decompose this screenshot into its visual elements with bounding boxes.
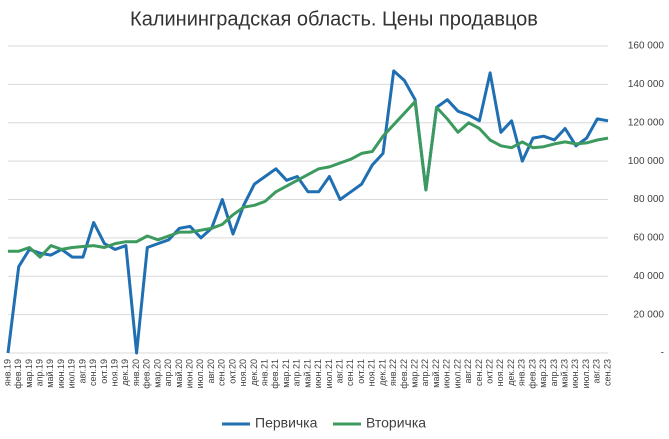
x-tick-label: янв.21 [260,359,270,386]
x-tick-label: авг.19 [77,359,87,383]
x-tick-label: мар.19 [24,359,34,388]
x-tick-label: авг.21 [335,359,345,383]
x-tick-label: мар.22 [410,359,420,388]
x-tick-label: май.23 [560,359,570,388]
x-tick-label: янв.19 [2,359,12,386]
x-tick-label: июл.21 [324,359,334,388]
series-line [8,100,609,259]
x-tick-label: июл.22 [452,359,462,388]
x-tick-label: апр.20 [163,359,173,386]
y-tick-label: 40 000 [633,271,664,282]
x-tick-label: сен.23 [602,359,612,386]
chart-title: Калининградская область. Цены продавцов [130,8,538,30]
x-tick-label: апр.23 [549,359,559,386]
x-tick-label: фев.22 [399,359,409,389]
x-tick-label: мар.23 [538,359,548,388]
x-tick-label: окт.19 [99,359,109,384]
x-tick-label: май.19 [45,359,55,388]
x-tick-label: ноя.21 [367,359,377,386]
x-tick-label: июл.19 [67,359,77,388]
x-tick-label: июн.20 [185,359,195,388]
x-tick-label: авг.20 [206,359,216,383]
x-tick-label: янв.22 [388,359,398,386]
legend-label: Вторичка [366,415,426,431]
x-tick-label: фев.20 [142,359,152,389]
legend-label: Первичка [255,415,318,431]
y-tick-label: - [661,348,664,359]
x-tick-label: мар.21 [281,359,291,388]
y-tick-label: 120 000 [628,117,665,128]
y-tick-label: 20 000 [633,309,664,320]
y-tick-label: 80 000 [633,194,664,205]
x-tick-label: авг.22 [463,359,473,383]
x-tick-label: янв.20 [131,359,141,386]
x-tick-label: ноя.20 [238,359,248,386]
x-tick-label: авг.23 [592,359,602,383]
x-tick-label: фев.21 [270,359,280,389]
x-tick-label: июн.21 [313,359,323,388]
x-tick-label: июн.23 [570,359,580,388]
x-tick-label: май.22 [431,359,441,388]
x-tick-label: июн.22 [442,359,452,388]
x-tick-label: фев.23 [527,359,537,389]
x-tick-label: сен.20 [217,359,227,386]
x-tick-label: ноя.22 [495,359,505,386]
x-tick-label: янв.23 [517,359,527,386]
x-tick-label: ноя.19 [110,359,120,386]
x-tick-label: дек.21 [377,359,387,386]
x-tick-label: апр.19 [35,359,45,386]
x-tick-label: июл.20 [195,359,205,388]
x-tick-label: апр.22 [420,359,430,386]
x-tick-label: фев.19 [13,359,23,389]
x-tick-label: дек.22 [506,359,516,386]
y-tick-label: 100 000 [628,156,665,167]
x-tick-label: апр.21 [292,359,302,386]
x-tick-label: сен.22 [474,359,484,386]
series-line [6,69,609,355]
x-tick-label: дек.19 [120,359,130,386]
x-tick-label: окт.20 [227,359,237,384]
y-tick-label: 60 000 [633,233,664,244]
x-tick-label: май.20 [174,359,184,388]
x-tick-label: май.21 [302,359,312,388]
x-tick-label: мар.20 [152,359,162,388]
x-tick-label: дек.20 [249,359,259,386]
x-tick-label: сен.21 [345,359,355,386]
x-tick-label: окт.22 [485,359,495,384]
x-tick-label: июн.19 [56,359,66,388]
x-tick-label: окт.21 [356,359,366,384]
y-tick-label: 140 000 [628,79,665,90]
y-tick-label: 160 000 [628,41,665,52]
x-tick-label: сен.19 [88,359,98,386]
x-tick-label: июл.23 [581,359,591,388]
